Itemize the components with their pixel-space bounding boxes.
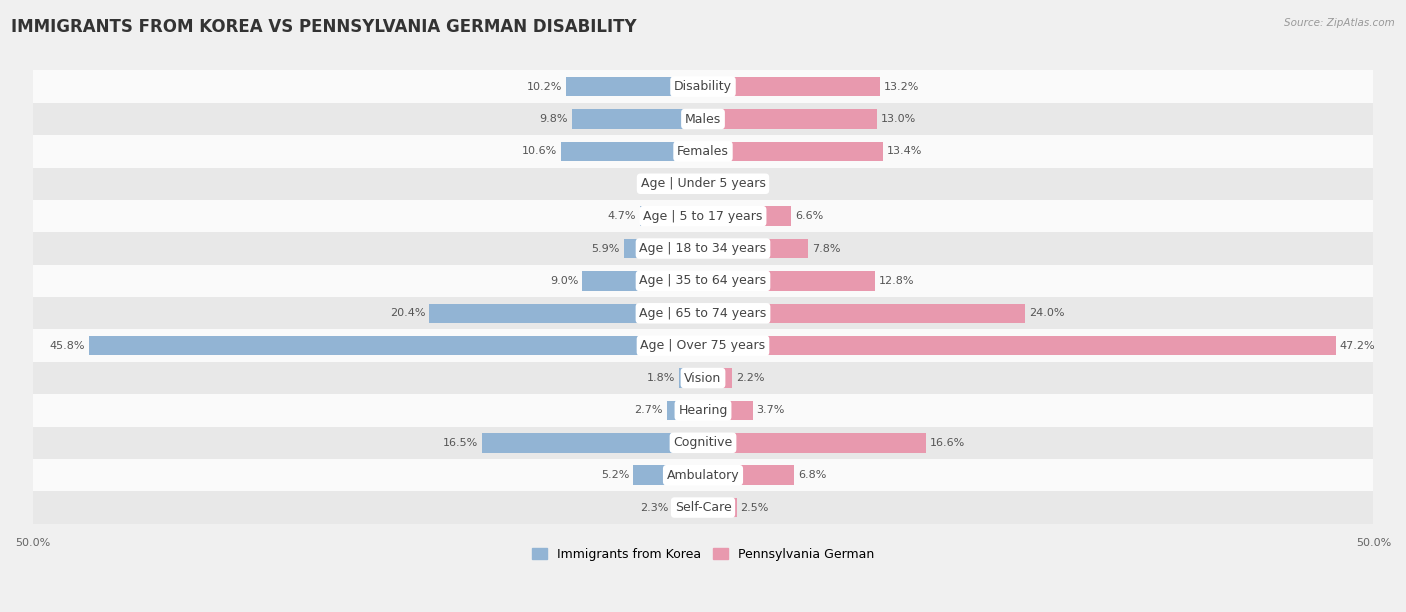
Bar [32, 200, 1374, 233]
Bar [703, 498, 737, 517]
Text: 6.6%: 6.6% [796, 211, 824, 221]
Bar [703, 433, 925, 452]
Text: Age | 5 to 17 years: Age | 5 to 17 years [644, 210, 762, 223]
Bar [32, 427, 1374, 459]
Bar [703, 336, 1336, 356]
Bar [32, 70, 1374, 103]
Text: Males: Males [685, 113, 721, 125]
Bar [703, 401, 752, 420]
Bar [703, 239, 807, 258]
Legend: Immigrants from Korea, Pennsylvania German: Immigrants from Korea, Pennsylvania Germ… [527, 543, 879, 566]
Text: 2.3%: 2.3% [640, 502, 668, 513]
Text: 6.8%: 6.8% [799, 470, 827, 480]
Bar [32, 297, 1374, 329]
Text: Females: Females [678, 145, 728, 158]
Text: 2.2%: 2.2% [737, 373, 765, 383]
Bar [672, 498, 703, 517]
Text: 5.9%: 5.9% [592, 244, 620, 253]
Text: Age | 18 to 34 years: Age | 18 to 34 years [640, 242, 766, 255]
Bar [561, 141, 703, 161]
Bar [32, 103, 1374, 135]
Bar [703, 271, 875, 291]
Text: Age | 35 to 64 years: Age | 35 to 64 years [640, 274, 766, 288]
Text: Ambulatory: Ambulatory [666, 469, 740, 482]
Bar [703, 110, 877, 129]
Text: 2.5%: 2.5% [741, 502, 769, 513]
Text: 10.2%: 10.2% [527, 81, 562, 92]
Text: 24.0%: 24.0% [1029, 308, 1064, 318]
Text: Self-Care: Self-Care [675, 501, 731, 514]
Bar [32, 491, 1374, 524]
Text: 1.8%: 1.8% [647, 373, 675, 383]
Bar [32, 459, 1374, 491]
Text: 16.5%: 16.5% [443, 438, 478, 448]
Text: 3.7%: 3.7% [756, 405, 785, 416]
Text: 9.0%: 9.0% [550, 276, 578, 286]
Text: 9.8%: 9.8% [538, 114, 568, 124]
Text: 16.6%: 16.6% [929, 438, 965, 448]
Text: 7.8%: 7.8% [811, 244, 841, 253]
Text: 13.0%: 13.0% [882, 114, 917, 124]
Text: 13.4%: 13.4% [887, 146, 922, 157]
Bar [633, 466, 703, 485]
Bar [582, 271, 703, 291]
Bar [89, 336, 703, 356]
Bar [32, 265, 1374, 297]
Bar [482, 433, 703, 452]
Text: Age | 65 to 74 years: Age | 65 to 74 years [640, 307, 766, 320]
Text: 45.8%: 45.8% [49, 341, 84, 351]
Text: 12.8%: 12.8% [879, 276, 914, 286]
Text: Disability: Disability [673, 80, 733, 93]
Text: Age | Under 5 years: Age | Under 5 years [641, 177, 765, 190]
Bar [703, 77, 880, 96]
Text: 10.6%: 10.6% [522, 146, 557, 157]
Bar [703, 304, 1025, 323]
Text: IMMIGRANTS FROM KOREA VS PENNSYLVANIA GERMAN DISABILITY: IMMIGRANTS FROM KOREA VS PENNSYLVANIA GE… [11, 18, 637, 36]
Text: 2.7%: 2.7% [634, 405, 662, 416]
Text: 1.1%: 1.1% [657, 179, 685, 188]
Text: 47.2%: 47.2% [1340, 341, 1375, 351]
Bar [32, 394, 1374, 427]
Text: Hearing: Hearing [678, 404, 728, 417]
Bar [567, 77, 703, 96]
Bar [679, 368, 703, 388]
Text: 4.7%: 4.7% [607, 211, 636, 221]
Bar [624, 239, 703, 258]
Bar [703, 206, 792, 226]
Bar [32, 233, 1374, 265]
Bar [703, 141, 883, 161]
Bar [32, 135, 1374, 168]
Bar [32, 168, 1374, 200]
Text: Cognitive: Cognitive [673, 436, 733, 449]
Bar [703, 174, 728, 193]
Bar [703, 466, 794, 485]
Text: 20.4%: 20.4% [389, 308, 426, 318]
Bar [32, 329, 1374, 362]
Bar [572, 110, 703, 129]
Text: Vision: Vision [685, 371, 721, 384]
Text: Age | Over 75 years: Age | Over 75 years [641, 339, 765, 352]
Text: Source: ZipAtlas.com: Source: ZipAtlas.com [1284, 18, 1395, 28]
Bar [689, 174, 703, 193]
Text: 5.2%: 5.2% [600, 470, 630, 480]
Text: 13.2%: 13.2% [884, 81, 920, 92]
Bar [32, 362, 1374, 394]
Bar [429, 304, 703, 323]
Bar [703, 368, 733, 388]
Text: 1.9%: 1.9% [733, 179, 761, 188]
Bar [640, 206, 703, 226]
Bar [666, 401, 703, 420]
